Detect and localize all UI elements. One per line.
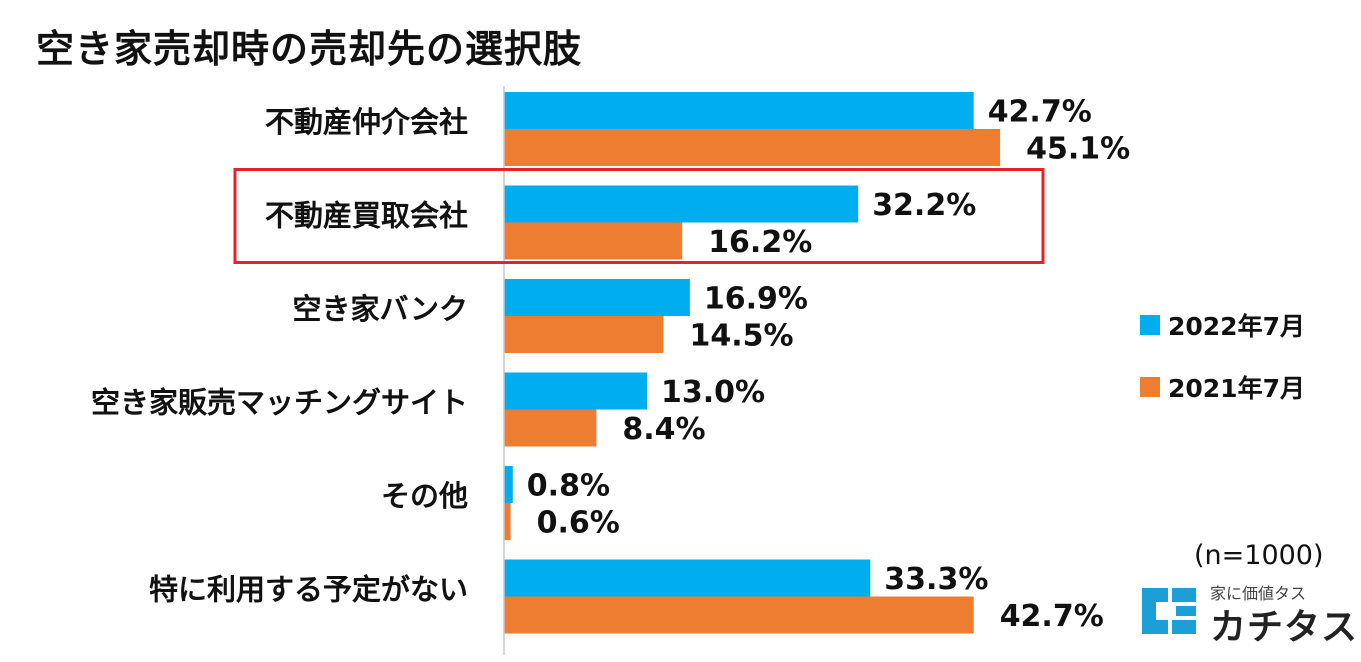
category-label: 空き家バンク (293, 292, 468, 326)
bar-2022 (504, 372, 647, 410)
data-label: 8.4% (622, 412, 705, 447)
legend-swatch-2021 (1140, 377, 1160, 397)
bar-2022 (504, 185, 859, 223)
category-label: 不動産仲介会社 (265, 105, 468, 139)
bar-2022 (504, 559, 871, 597)
bar-2021 (504, 503, 511, 540)
bar-2021 (504, 596, 974, 634)
legend-label-2022: 2022年7月 (1168, 312, 1305, 341)
category-label: 空き家販売マッチングサイト (91, 386, 468, 420)
data-label: 0.8% (527, 469, 610, 504)
data-label: 16.9% (704, 282, 808, 317)
category-label: 特に利用する予定がない (149, 573, 468, 607)
legend-swatch-2022 (1140, 315, 1160, 335)
legend-item-2021: 2021年7月 (1140, 369, 1305, 405)
category-label: その他 (381, 479, 468, 513)
legend-label-2021: 2021年7月 (1168, 374, 1305, 403)
logo-wordmark: カチタス (1210, 607, 1359, 648)
bar-2022 (504, 466, 513, 503)
data-label: 33.3% (884, 562, 988, 597)
data-label: 13.0% (661, 375, 765, 410)
data-label: 0.6% (537, 506, 620, 541)
chart-title: 空き家売却時の売却先の選択肢 (36, 27, 583, 71)
data-label: 14.5% (690, 319, 794, 354)
data-label: 42.7% (1000, 599, 1104, 634)
bar-2022 (504, 92, 974, 129)
value-labels: 42.7%45.1%32.2%16.2%16.9%14.5%13.0%8.4%0… (527, 95, 1130, 635)
data-label: 16.2% (708, 225, 812, 260)
category-labels: 不動産仲介会社不動産買取会社空き家バンク空き家販売マッチングサイトその他特に利用… (91, 105, 468, 607)
highlight-box (233, 168, 1045, 264)
sample-size-note: (n=1000) (1194, 540, 1324, 571)
data-label: 42.7% (988, 95, 1092, 130)
bar-2021 (504, 129, 1001, 166)
bars-group (504, 92, 1001, 634)
bar-2021 (504, 222, 683, 260)
bar-2022 (504, 279, 690, 316)
bar-2021 (504, 409, 597, 447)
data-label: 32.2% (872, 188, 976, 223)
bar-2021 (504, 316, 664, 353)
logo-tagline: 家に価値タス (1210, 584, 1307, 603)
legend-item-2022: 2022年7月 (1140, 307, 1305, 343)
kachitas-logo-icon (1142, 588, 1196, 634)
data-label: 45.1% (1026, 132, 1130, 167)
category-label: 不動産買取会社 (265, 199, 468, 233)
kachitas-logo: 家に価値タス カチタス (1138, 580, 1357, 648)
